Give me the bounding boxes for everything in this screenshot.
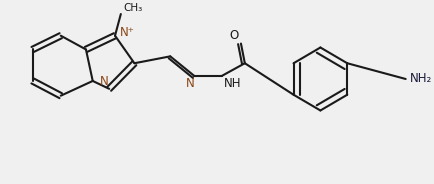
Text: O: O <box>229 29 238 42</box>
Text: NH: NH <box>223 77 240 90</box>
Text: N: N <box>185 77 194 90</box>
Text: N⁺: N⁺ <box>120 26 135 39</box>
Text: N: N <box>99 75 108 89</box>
Text: NH₂: NH₂ <box>408 72 431 86</box>
Text: CH₃: CH₃ <box>123 3 143 13</box>
